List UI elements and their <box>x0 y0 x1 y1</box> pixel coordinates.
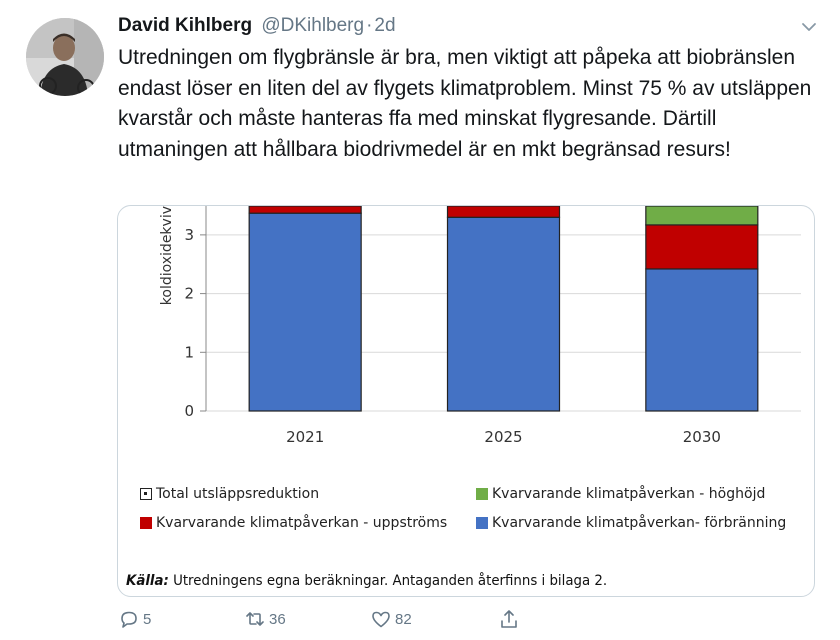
bar-segment <box>645 224 759 270</box>
retweet-icon <box>246 612 264 626</box>
bar-segment <box>248 206 362 214</box>
tweet-text: Utredningen om flygbränsle är bra, men v… <box>118 46 812 161</box>
chart-source: Källa: Utredningens egna beräkningar. An… <box>126 573 607 589</box>
reply-count: 5 <box>143 610 152 628</box>
chevron-down-icon[interactable] <box>800 18 818 36</box>
bar-segment <box>446 206 561 218</box>
retweet-button[interactable]: 36 <box>244 608 286 630</box>
author-name[interactable]: David Kihlberg <box>118 15 253 36</box>
source-text: Utredningens egna beräkningar. Antagande… <box>173 573 608 589</box>
y-axis-label: koldioxidekviv <box>159 206 175 305</box>
heart-icon <box>372 611 390 628</box>
y-tick-label: 0 <box>184 402 194 420</box>
x-tick-label: 2025 <box>484 428 522 446</box>
x-tick-label: 2021 <box>286 428 324 446</box>
tweet-actions: 5 36 82 <box>118 608 538 636</box>
y-tick-label: 1 <box>184 343 194 361</box>
tweet-media-card[interactable]: 0 1 2 3 koldioxidekviv 2021 2025 2030 Total uts… <box>117 205 815 597</box>
bar-segment <box>645 206 759 226</box>
bar-segment <box>248 212 362 412</box>
share-icon <box>501 610 517 628</box>
like-button[interactable]: 82 <box>370 608 412 630</box>
time-separator: · <box>366 15 373 36</box>
x-tick-label: 2030 <box>683 428 721 446</box>
retweet-count: 36 <box>269 610 286 628</box>
source-label: Källa: <box>126 573 169 589</box>
author-handle[interactable]: @DKihlberg <box>261 15 365 36</box>
avatar[interactable] <box>26 18 104 96</box>
tweet-header: David Kihlberg @DKihlberg · 2d <box>118 14 396 38</box>
share-button[interactable] <box>498 608 523 630</box>
chart: 0 1 2 3 koldioxidekviv 2021 2025 2030 <box>159 206 801 446</box>
like-count: 82 <box>395 610 412 628</box>
timestamp[interactable]: 2d <box>374 15 396 36</box>
reply-icon <box>121 611 137 628</box>
bar-segment <box>446 216 561 412</box>
reply-button[interactable]: 5 <box>118 608 151 630</box>
y-tick-label: 2 <box>184 285 194 303</box>
bar-segment <box>645 268 759 412</box>
person-photo-icon <box>26 18 104 96</box>
y-tick-label: 3 <box>184 226 194 244</box>
